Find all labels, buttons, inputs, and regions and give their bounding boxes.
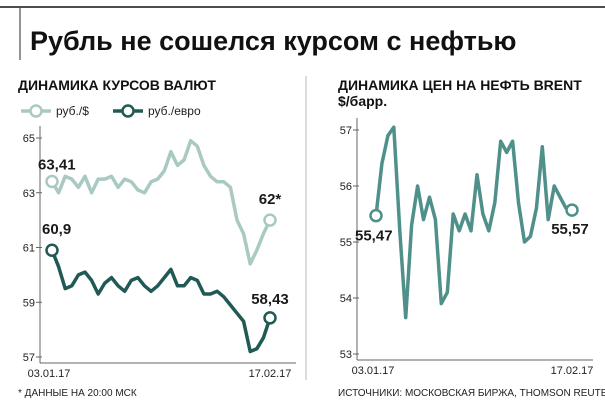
series-start-label: 55,47 (355, 228, 393, 245)
legend-marker-usd (29, 104, 43, 118)
brent-chart-unit: $/барр. (338, 93, 387, 109)
brent-chart-title: ДИНАМИКА ЦЕН НА НЕФТЬ BRENT (338, 77, 582, 93)
series-end-label: 62* (259, 191, 282, 208)
series-end-point (565, 203, 579, 217)
series-start-label: 63,41 (38, 157, 76, 174)
series-start-point (45, 243, 59, 257)
legend-marker-eur (121, 104, 135, 118)
legend-label-usd: руб./$ (56, 104, 89, 118)
sources-note: ИСТОЧНИКИ: МОСКОВСКАЯ БИРЖА, THOMSON REU… (338, 388, 605, 399)
y-tick-label: 57 (23, 352, 35, 364)
series-end-point (263, 311, 277, 325)
series-end-point (263, 213, 277, 227)
series-start-point (369, 208, 383, 223)
series-line-0-0 (50, 138, 272, 266)
x-tick-label-start: 03.01.17 (28, 368, 71, 380)
x-tick-label-end: 17.02.17 (551, 365, 594, 377)
series-start-point (45, 174, 59, 189)
frame (0, 6, 605, 380)
y-tick-label: 55 (340, 237, 352, 249)
legend-item-usd: руб./$ (21, 104, 89, 118)
series-start-label: 60,9 (42, 221, 71, 238)
series-end-label: 55,57 (551, 221, 589, 238)
y-tick-label: 59 (23, 297, 35, 309)
y-tick-label: 56 (340, 181, 352, 193)
footnote: * ДАННЫЕ НА 20:00 МСК (18, 388, 137, 399)
y-tick-label: 53 (340, 349, 352, 361)
brent-chart: 53 54 55 56 57 03.01.17 17.02.17 55,47 55,57 (340, 118, 594, 377)
y-tick-label: 54 (340, 293, 352, 305)
series-line-1-0 (374, 125, 574, 320)
headline: Рубль не сошелся курсом с нефтью (30, 26, 517, 56)
series-end-label: 58,43 (251, 291, 289, 308)
y-tick-label: 61 (23, 243, 35, 255)
y-tick-label: 65 (23, 133, 35, 145)
fx-chart-title: ДИНАМИКА КУРСОВ ВАЛЮТ (18, 77, 216, 93)
y-tick-label: 63 (23, 188, 35, 200)
fx-legend: руб./$ руб./евро (21, 104, 201, 118)
fx-chart: 57 59 61 63 65 03.01.17 17.02.17 63,41 62* 60,9 58… (23, 126, 296, 380)
series-line-0-1 (50, 248, 272, 354)
legend-item-eur: руб./евро (113, 104, 201, 118)
x-tick-label-end: 17.02.17 (249, 368, 292, 380)
legend-label-eur: руб./евро (148, 104, 201, 118)
y-tick-label: 57 (340, 125, 352, 137)
x-tick-label-start: 03.01.17 (352, 365, 395, 377)
